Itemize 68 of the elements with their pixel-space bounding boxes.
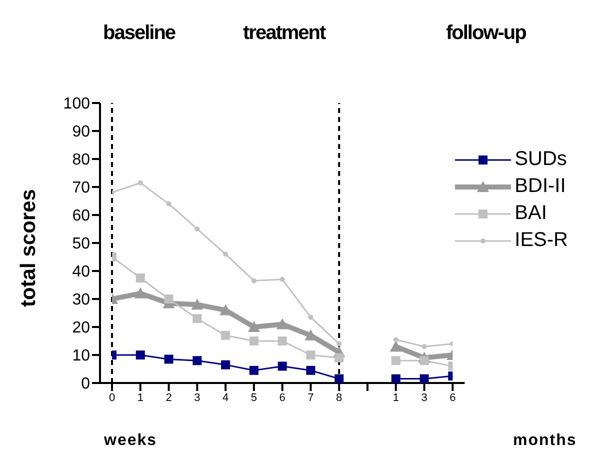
point [248, 321, 260, 332]
point [191, 298, 204, 310]
x-tick-label: 3 [194, 392, 200, 404]
y-tick-label: 80 [72, 152, 90, 169]
x-tick-label: 8 [336, 392, 342, 404]
point [134, 287, 146, 298]
text: baseline [103, 22, 176, 45]
point [251, 278, 256, 284]
y-tick-label: 40 [72, 264, 90, 281]
point [308, 314, 314, 320]
point [306, 350, 316, 360]
x-tick-label: 2 [166, 392, 172, 404]
text: follow-up [446, 22, 526, 45]
legend-label: BDI-II [514, 175, 566, 198]
y-tick-label: 0 [81, 376, 90, 393]
point [420, 374, 429, 383]
text: months [513, 432, 577, 450]
x-tick-label: 1 [392, 392, 399, 404]
point [306, 366, 316, 375]
x-axis-title: weeks [104, 432, 158, 450]
point [422, 344, 427, 350]
point [221, 330, 230, 340]
y-tick-label: 10 [72, 348, 90, 365]
point [221, 360, 230, 370]
point [334, 374, 344, 383]
x-tick-label: 0 [108, 392, 116, 404]
y-tick-label: 90 [72, 124, 90, 141]
point [136, 350, 145, 360]
y-tick-label: 70 [72, 180, 90, 197]
point [391, 356, 400, 366]
point [280, 276, 285, 282]
point [164, 354, 174, 364]
point [420, 356, 429, 366]
x-tick-label: 7 [308, 392, 314, 404]
y-tick-label: 30 [72, 292, 90, 309]
x-tick-label: 1 [137, 392, 144, 404]
point [166, 201, 172, 206]
legend-label: IES-R [514, 229, 568, 252]
point [336, 341, 342, 346]
point [393, 337, 398, 342]
x-tick-label: 3 [421, 392, 428, 404]
point [278, 336, 287, 346]
point [334, 353, 344, 362]
y-tick-label: 50 [72, 236, 90, 253]
y-axis-title: total scores [17, 188, 41, 309]
point [391, 374, 400, 383]
point [278, 362, 287, 371]
point [223, 252, 228, 257]
text: treatment [243, 22, 326, 45]
point [192, 314, 202, 324]
point [276, 318, 288, 330]
y-tick-label: 20 [72, 320, 90, 337]
legend-label: BAI [514, 202, 547, 225]
point [194, 226, 200, 232]
y-tick-label: 60 [72, 208, 90, 225]
point [390, 340, 402, 352]
x-tick-label: 5 [250, 392, 258, 404]
point [192, 356, 202, 366]
point [138, 180, 143, 186]
point [164, 294, 174, 304]
legend-label: SUDs [514, 148, 567, 171]
point [249, 336, 258, 346]
x-tick-label: 6 [279, 392, 286, 404]
point [136, 274, 145, 282]
x-tick-label: 6 [450, 392, 456, 404]
y-tick-label: 100 [63, 96, 90, 113]
x-tick-label: 4 [222, 392, 229, 404]
point [249, 366, 258, 375]
